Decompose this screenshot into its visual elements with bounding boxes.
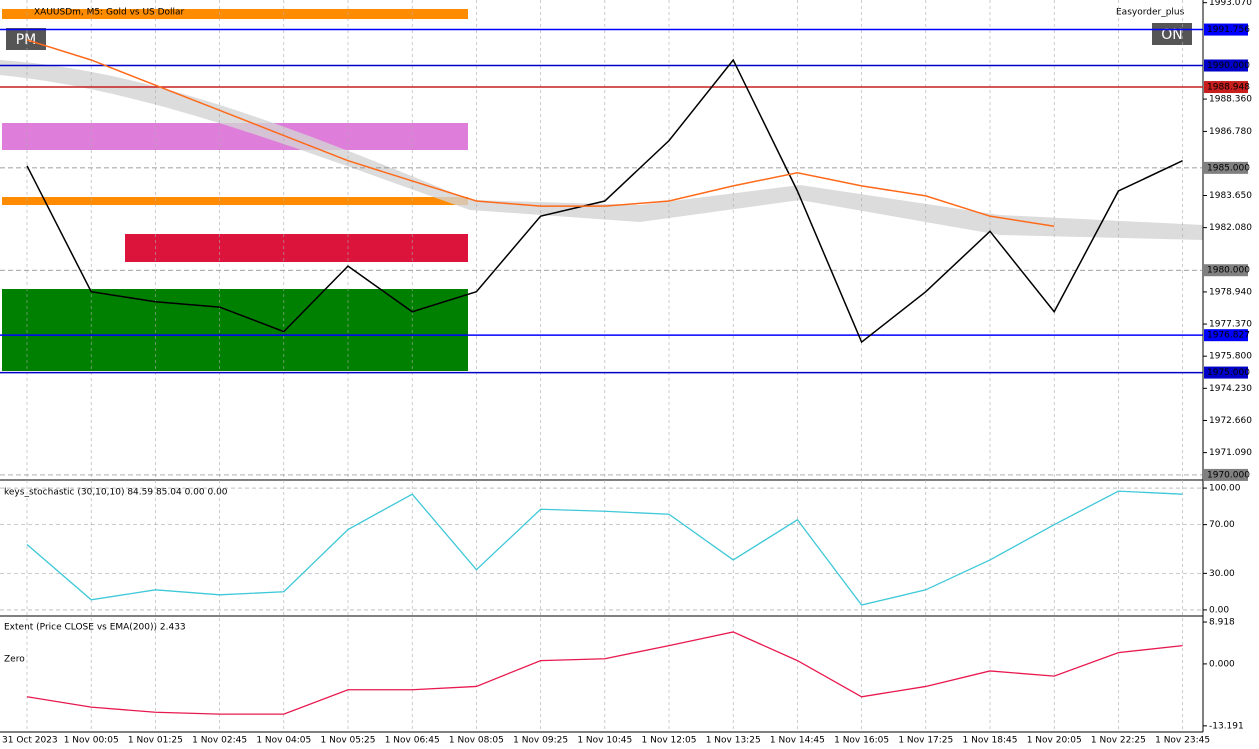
price-level-tag [1204, 264, 1248, 277]
x-tick-label: 1 Nov 14:45 [770, 736, 825, 746]
zone [2, 9, 468, 19]
x-tick-label: 1 Nov 00:05 [64, 736, 119, 746]
panel-title: Extent (Price CLOSE vs EMA(200)) 2.433 [4, 623, 186, 633]
expert-name: Easyorder_plus [1116, 8, 1185, 18]
y-tick-label: 8.918 [1209, 618, 1235, 628]
price-level-label: 1990.000 [1207, 61, 1250, 71]
price-level-tag [1204, 468, 1248, 481]
on-button[interactable] [1152, 23, 1192, 45]
y-tick-label: 0.000 [1209, 659, 1235, 669]
y-tick-label: 1972.660 [1209, 416, 1252, 426]
series-line [26, 58, 1183, 344]
price-level-tag [1204, 161, 1248, 174]
x-tick-label: 1 Nov 02:45 [192, 736, 247, 746]
x-tick-label: 1 Nov 01:25 [128, 736, 183, 746]
price-level-tag [1204, 329, 1248, 342]
y-tick-label: 1986.780 [1209, 127, 1252, 137]
x-tick-label: 1 Nov 05:25 [321, 736, 376, 746]
x-tick-label: 1 Nov 16:05 [834, 736, 889, 746]
x-tick-label: 1 Nov 13:25 [706, 736, 761, 746]
zone [125, 234, 468, 262]
x-tick-label: 1 Nov 23:45 [1155, 736, 1210, 746]
zone [2, 197, 468, 205]
y-tick-label: 1977.370 [1209, 320, 1252, 330]
ema-band [0, 60, 1203, 240]
on-button-label[interactable]: ON [1161, 27, 1183, 43]
y-tick-label: 1993.070 [1209, 0, 1252, 8]
price-level-label: 1985.000 [1207, 163, 1250, 173]
x-tick-label: 1 Nov 18:45 [963, 736, 1018, 746]
pm-button-label[interactable]: PM [16, 32, 37, 48]
x-tick-label: 1 Nov 09:25 [513, 736, 568, 746]
price-level-label: 1976.827 [1207, 331, 1250, 341]
y-tick-label: 0.00 [1209, 605, 1229, 615]
series-line [26, 39, 1055, 227]
price-level-tag [1204, 81, 1248, 94]
y-tick-label: 1971.090 [1209, 448, 1252, 458]
x-tick-label: 1 Nov 04:05 [256, 736, 311, 746]
price-level-label: 1975.000 [1207, 368, 1250, 378]
price-level-label: 1988.948 [1207, 83, 1250, 93]
y-tick-label: 1983.650 [1209, 191, 1252, 201]
series-line [26, 631, 1183, 715]
price-level-label: 1991.756 [1207, 25, 1250, 35]
price-level-tag [1204, 23, 1248, 36]
chart-title: XAUUSDm, M5: Gold vs US Dollar [34, 8, 185, 18]
x-tick-label: 1 Nov 08:05 [449, 736, 504, 746]
price-level-tag [1204, 366, 1248, 379]
y-tick-label: 70.00 [1209, 520, 1235, 530]
price-level-label: 1980.000 [1207, 266, 1250, 276]
price-level-label: 1970.000 [1207, 470, 1250, 480]
x-tick-label: 1 Nov 10:45 [577, 736, 632, 746]
zone [2, 289, 468, 371]
y-tick-label: 100.00 [1209, 484, 1241, 494]
x-tick-label: 1 Nov 12:05 [642, 736, 697, 746]
x-tick-label: 31 Oct 2023 [2, 736, 58, 746]
y-tick-label: 1975.800 [1209, 352, 1252, 362]
y-tick-label: 1974.230 [1209, 384, 1252, 394]
series-line [26, 490, 1183, 606]
x-tick-label: 1 Nov 06:45 [385, 736, 440, 746]
x-tick-label: 1 Nov 20:05 [1027, 736, 1082, 746]
panel-title: keys_stochastic (30,10,10) 84.59 85.04 0… [4, 488, 228, 498]
y-tick-label: 1978.940 [1209, 287, 1252, 297]
y-tick-label: 1982.080 [1209, 223, 1252, 233]
x-tick-label: 1 Nov 17:25 [898, 736, 953, 746]
y-tick-label: 1988.360 [1209, 95, 1252, 105]
price-level-tag [1204, 59, 1248, 72]
y-tick-label: -13.191 [1209, 721, 1244, 731]
y-tick-label: 30.00 [1209, 569, 1235, 579]
annotation: Zero [4, 655, 25, 665]
x-tick-label: 1 Nov 22:25 [1091, 736, 1146, 746]
pm-button[interactable] [6, 28, 46, 50]
